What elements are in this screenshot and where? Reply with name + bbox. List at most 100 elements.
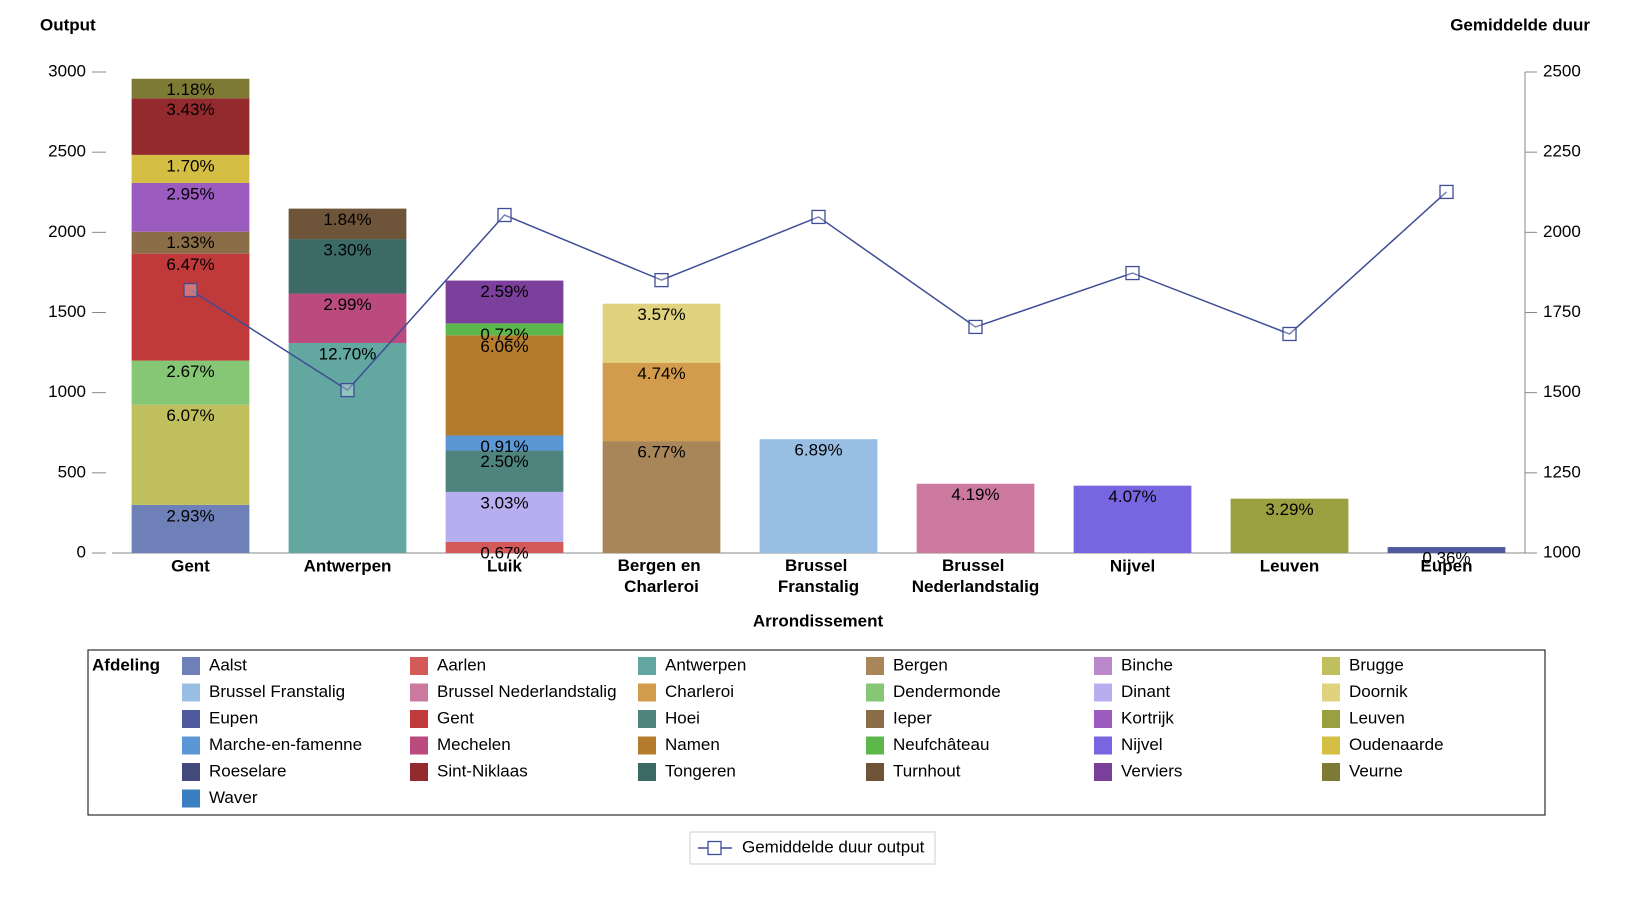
legend-label: Veurne (1349, 761, 1403, 780)
data-label: 3.30% (323, 241, 371, 260)
legend-label: Marche-en-famenne (209, 735, 362, 754)
legend-label: Leuven (1349, 708, 1405, 727)
bar-segment (445, 541, 564, 553)
legend-swatch (638, 710, 656, 728)
legend-swatch (638, 683, 656, 702)
bar-segment (445, 435, 564, 451)
legend-swatch (638, 657, 656, 675)
bar-segment (131, 182, 250, 232)
legend-label: Neufchâteau (893, 735, 989, 754)
line-legend-box (689, 831, 936, 865)
y2-axis-title: Gemiddelde duur (1450, 15, 1590, 34)
x-tick-label: Eupen (1421, 556, 1473, 575)
bar-segment (445, 280, 564, 324)
line-marker (968, 319, 983, 335)
y-tick-label: 0 (77, 542, 86, 561)
line-marker (1125, 265, 1140, 281)
legend-label: Brussel Franstalig (209, 682, 345, 701)
legend-swatch (866, 683, 884, 702)
legend-swatch (410, 710, 428, 728)
legend-swatch (1094, 710, 1112, 728)
y2-tick-label: 2500 (1543, 61, 1581, 80)
legend-swatch (182, 736, 200, 755)
data-label: 0.72% (480, 325, 528, 344)
data-label: 1.84% (323, 210, 371, 229)
legend-label: Roeselare (209, 761, 287, 780)
legend-label: Binche (1121, 655, 1173, 674)
bar-segment (131, 78, 250, 99)
legend-label: Oudenaarde (1349, 735, 1444, 754)
y2-tick-label: 1500 (1543, 382, 1581, 401)
x-tick-label: Brussel Franstalig (778, 556, 859, 596)
legend-swatch (1322, 736, 1340, 755)
legend-label: Brussel Nederlandstalig (437, 682, 617, 701)
bar-segment (288, 239, 407, 294)
line-marker (654, 272, 669, 288)
legend-label: Aarlen (437, 655, 486, 674)
legend-swatch (1094, 763, 1112, 781)
data-label: 4.74% (637, 364, 685, 383)
legend-swatch (1322, 710, 1340, 728)
legend-label: Nijvel (1121, 735, 1163, 754)
legend-swatch (1322, 657, 1340, 675)
data-label: 0.36% (1422, 549, 1470, 568)
legend-label: Charleroi (665, 682, 734, 701)
legend-title: Afdeling (92, 655, 160, 674)
bar-segment (131, 404, 250, 505)
bar-segment (602, 441, 721, 553)
legend-label: Aalst (209, 655, 247, 674)
x-tick-label-line: Brussel (785, 556, 852, 575)
y2-tick-label: 2000 (1543, 222, 1581, 241)
bar-segment (288, 342, 407, 553)
data-label: 6.47% (166, 255, 214, 274)
line-marker (811, 209, 826, 225)
bar-segment (759, 439, 878, 553)
legend-swatch (1094, 683, 1112, 702)
y-tick-label: 2500 (48, 142, 86, 161)
bar-segment (131, 154, 250, 183)
data-label: 12.70% (319, 344, 377, 363)
legend-label: Kortrijk (1121, 708, 1174, 727)
line-marker (497, 207, 512, 223)
y2-tick-label: 1250 (1543, 462, 1581, 481)
legend-label: Antwerpen (665, 655, 746, 674)
legend-label: Bergen (893, 655, 948, 674)
data-label: 6.07% (166, 406, 214, 425)
x-axis-title: Arrondissement (753, 611, 884, 630)
data-label: 2.50% (480, 452, 528, 471)
legend-swatch (182, 763, 200, 781)
bar-segment (131, 98, 250, 155)
x-tick-label: Luik (487, 556, 522, 575)
legend-swatch (410, 763, 428, 781)
legend-label: Doornik (1349, 682, 1408, 701)
legend-label: Hoei (665, 708, 700, 727)
data-label: 6.77% (637, 443, 685, 462)
legend-swatch (410, 683, 428, 702)
data-label: 3.57% (637, 305, 685, 324)
legend-swatch (638, 736, 656, 755)
data-label: 1.18% (166, 80, 214, 99)
x-tick-label: Gent (171, 556, 210, 575)
data-label: 4.19% (951, 485, 999, 504)
x-tick-label-line: Nederlandstalig (912, 577, 1040, 596)
y-tick-label: 500 (58, 462, 86, 481)
legend-swatch (182, 789, 200, 808)
legend-swatch (866, 710, 884, 728)
y-tick-label: 1500 (48, 302, 86, 321)
data-label: 3.29% (1265, 500, 1313, 519)
legend-label: Tongeren (665, 761, 736, 780)
legend-label: Eupen (209, 708, 258, 727)
x-tick-label-line: Franstalig (778, 577, 859, 596)
line-marker (183, 282, 198, 298)
legend-swatch (182, 710, 200, 728)
legend-swatch (410, 736, 428, 755)
bar-segment (1230, 498, 1349, 553)
data-label: 6.89% (794, 441, 842, 460)
bar-segment (445, 491, 564, 542)
legend-swatch (1322, 763, 1340, 781)
legend-label: Waver (209, 788, 258, 807)
y2-tick-label: 1000 (1543, 542, 1581, 561)
legend-swatch (182, 657, 200, 675)
x-tick-label: Antwerpen (304, 556, 392, 575)
x-tick-label-line: Charleroi (624, 577, 699, 596)
